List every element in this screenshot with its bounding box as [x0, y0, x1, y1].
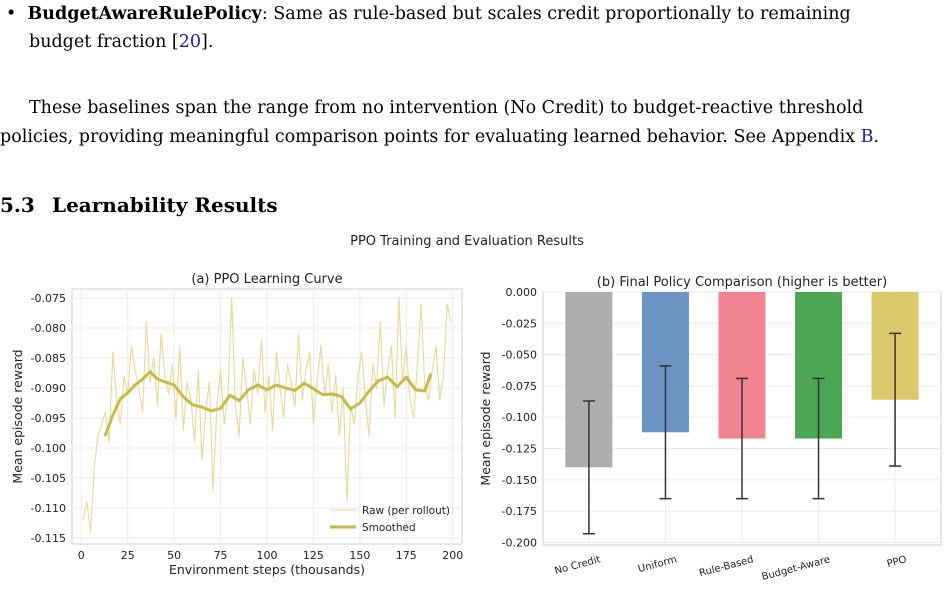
- chart-a-title: (a) PPO Learning Curve: [191, 272, 342, 287]
- x-tick-label: 25: [121, 549, 135, 562]
- y-tick-label: -0.080: [31, 322, 66, 335]
- x-tick-label: 0: [78, 549, 85, 562]
- smoothed-series-line: [103, 370, 432, 437]
- category-label: No Credit: [554, 554, 602, 577]
- y-tick-label: -0.075: [502, 380, 537, 393]
- y-tick-label: -0.105: [31, 472, 66, 485]
- citation-close: ].: [201, 32, 214, 52]
- y-tick-label: -0.095: [31, 412, 66, 425]
- y-tick-label: -0.050: [502, 349, 537, 362]
- bullet-symbol: •: [6, 4, 17, 24]
- x-tick-label: 175: [396, 549, 417, 562]
- x-tick-label: 50: [167, 549, 181, 562]
- category-label: PPO: [886, 554, 908, 570]
- y-tick-label: 0.000: [506, 286, 538, 299]
- y-tick-label: -0.125: [502, 443, 537, 456]
- category-label: Uniform: [637, 554, 678, 575]
- bullet-line-2-text: budget fraction: [29, 32, 172, 52]
- category-label: Rule-Based: [698, 554, 755, 579]
- appendix-link[interactable]: B: [860, 127, 874, 147]
- category-label: Budget-Aware: [761, 554, 832, 583]
- y-tick-label: -0.085: [31, 352, 66, 365]
- paragraph-line-2: policies, providing meaningful compariso…: [0, 125, 879, 149]
- y-tick-label: -0.150: [502, 474, 537, 487]
- section-number: 5.3: [0, 193, 35, 217]
- paragraph-line-2-text: policies, providing meaningful compariso…: [0, 127, 861, 147]
- chart-a-ylabel: Mean episode reward: [10, 349, 25, 483]
- x-tick-label: 125: [303, 549, 324, 562]
- chart-b-title: (b) Final Policy Comparison (higher is b…: [597, 275, 887, 290]
- policy-comparison-chart: 0.000 -0.025 -0.050 -0.075 -0.100 -0.125 -0.15…: [478, 275, 942, 583]
- bullet-line-1-text: : Same as rule-based but scales credit p…: [261, 4, 851, 24]
- y-tick-label: -0.025: [502, 317, 537, 330]
- y-tick-label: -0.175: [502, 505, 537, 518]
- paragraph-line-2-end: .: [873, 127, 880, 147]
- y-tick-label: -0.115: [31, 532, 66, 545]
- y-tick-label: -0.100: [31, 442, 66, 455]
- y-tick-label: -0.090: [31, 382, 66, 395]
- citation-open: [: [171, 32, 179, 52]
- y-tick-label: -0.200: [502, 536, 537, 549]
- paragraph-line-1: These baselines span the range from no i…: [29, 96, 863, 120]
- figure-title: PPO Training and Evaluation Results: [350, 234, 584, 249]
- chart-a-xlabel: Environment steps (thousands): [169, 562, 365, 577]
- x-tick-label: 150: [349, 549, 370, 562]
- bullet-term: BudgetAwareRulePolicy: [27, 4, 262, 24]
- y-tick-label: -0.110: [31, 502, 66, 515]
- learning-curve-chart: 0 25 50 75 100 125 150 175 200 -0.075 -0.080 -0.085…: [10, 272, 463, 577]
- y-tick-label: -0.100: [502, 411, 537, 424]
- paragraph-line-1-text: These baselines span the range from no i…: [29, 98, 864, 118]
- results-figure: PPO Training and Evaluation Results 0 25 5…: [10, 234, 942, 583]
- x-tick-label: 100: [257, 549, 278, 562]
- x-tick-label: 200: [442, 549, 463, 562]
- raw-series-line: [82, 297, 452, 533]
- y-tick-label: -0.075: [31, 292, 66, 305]
- section-title: Learnability Results: [52, 193, 278, 217]
- section-heading: 5.3 Learnability Results: [0, 193, 278, 217]
- bullet-line-1: • BudgetAwareRulePolicy: Same as rule-ba…: [6, 2, 851, 26]
- bullet-line-2: budget fraction [20].: [29, 30, 213, 54]
- legend-smoothed-label: Smoothed: [362, 522, 416, 534]
- citation-link[interactable]: 20: [178, 32, 202, 52]
- x-tick-label: 75: [214, 549, 228, 562]
- legend-raw-label: Raw (per rollout): [362, 505, 450, 517]
- chart-b-ylabel: Mean episode reward: [478, 351, 493, 485]
